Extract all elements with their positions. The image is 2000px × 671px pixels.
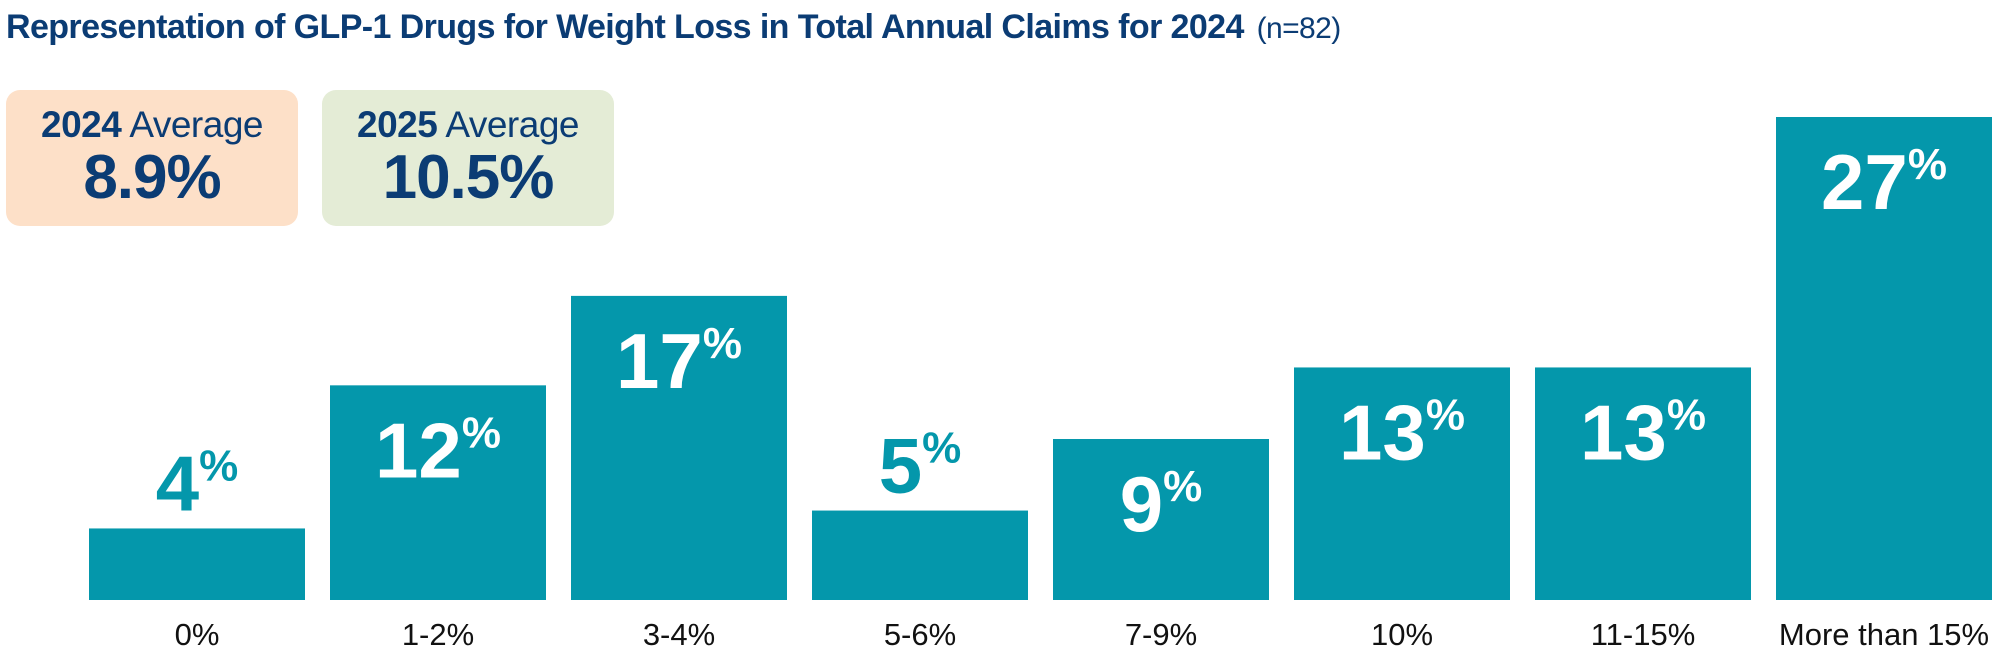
- category-label-4: 5-6%: [884, 617, 956, 652]
- average-2024-box: 2024 Average 8.9%: [6, 90, 298, 226]
- bar-value-suffix: %: [462, 408, 501, 457]
- sample-size: (n=82): [1256, 12, 1342, 45]
- bar-value-label-2: 12%: [375, 406, 501, 494]
- average-2025-year: 2025: [357, 104, 438, 145]
- average-2024-year: 2024: [41, 104, 122, 145]
- bar-value-label-1: 4%: [156, 439, 239, 527]
- bar-value-suffix: %: [1667, 390, 1706, 439]
- average-2024-label: Average: [129, 104, 263, 145]
- bar-value-label-4: 5%: [879, 422, 962, 510]
- bar-value-label-8: 27%: [1821, 138, 1947, 226]
- category-label-2: 1-2%: [402, 617, 474, 652]
- category-label-7: 11-15%: [1591, 617, 1696, 652]
- average-2025-heading: 2025 Average: [322, 104, 614, 146]
- bar-value-number: 5: [879, 422, 922, 510]
- bar-4: [812, 510, 1028, 600]
- bar-value-label-7: 13%: [1580, 388, 1706, 476]
- bar-7: [1535, 367, 1751, 600]
- bar-value-number: 9: [1120, 460, 1163, 548]
- bar-value-suffix: %: [1163, 462, 1202, 511]
- bar-value-number: 13: [1339, 388, 1426, 476]
- average-2024-heading: 2024 Average: [6, 104, 298, 146]
- bar-8: [1776, 117, 1992, 600]
- bar-value-number: 12: [375, 406, 462, 494]
- bar-value-suffix: %: [1908, 140, 1947, 189]
- bar-value-label-5: 9%: [1120, 460, 1203, 548]
- bar-value-number: 13: [1580, 388, 1667, 476]
- bar-value-number: 4: [156, 439, 199, 527]
- chart-title-text: Representation of GLP-1 Drugs for Weight…: [6, 8, 1244, 46]
- bar-value-number: 17: [616, 317, 703, 405]
- bar-5: [1053, 439, 1269, 600]
- bar-2: [330, 385, 546, 600]
- average-2025-label: Average: [445, 104, 579, 145]
- bar-value-number: 27: [1821, 138, 1908, 226]
- chart-title: Representation of GLP-1 Drugs for Weight…: [6, 8, 1341, 47]
- bar-value-label-3: 17%: [616, 317, 742, 405]
- category-label-5: 7-9%: [1125, 617, 1197, 652]
- bar-3: [571, 295, 787, 600]
- category-label-8: More than 15%: [1779, 617, 1989, 652]
- bar-value-suffix: %: [922, 424, 961, 473]
- bar-value-label-6: 13%: [1339, 388, 1465, 476]
- average-2025-value: 10.5%: [382, 143, 555, 212]
- bar-1: [89, 528, 305, 600]
- category-label-3: 3-4%: [643, 617, 715, 652]
- average-2025-box: 2025 Average 10.5%: [322, 90, 614, 226]
- bar-value-suffix: %: [199, 441, 238, 490]
- category-label-1: 0%: [175, 617, 220, 652]
- category-label-6: 10%: [1371, 617, 1433, 652]
- average-2024-value: 8.9%: [83, 143, 221, 212]
- bar-value-suffix: %: [1426, 390, 1465, 439]
- bar-value-suffix: %: [703, 319, 742, 368]
- bar-6: [1294, 367, 1510, 600]
